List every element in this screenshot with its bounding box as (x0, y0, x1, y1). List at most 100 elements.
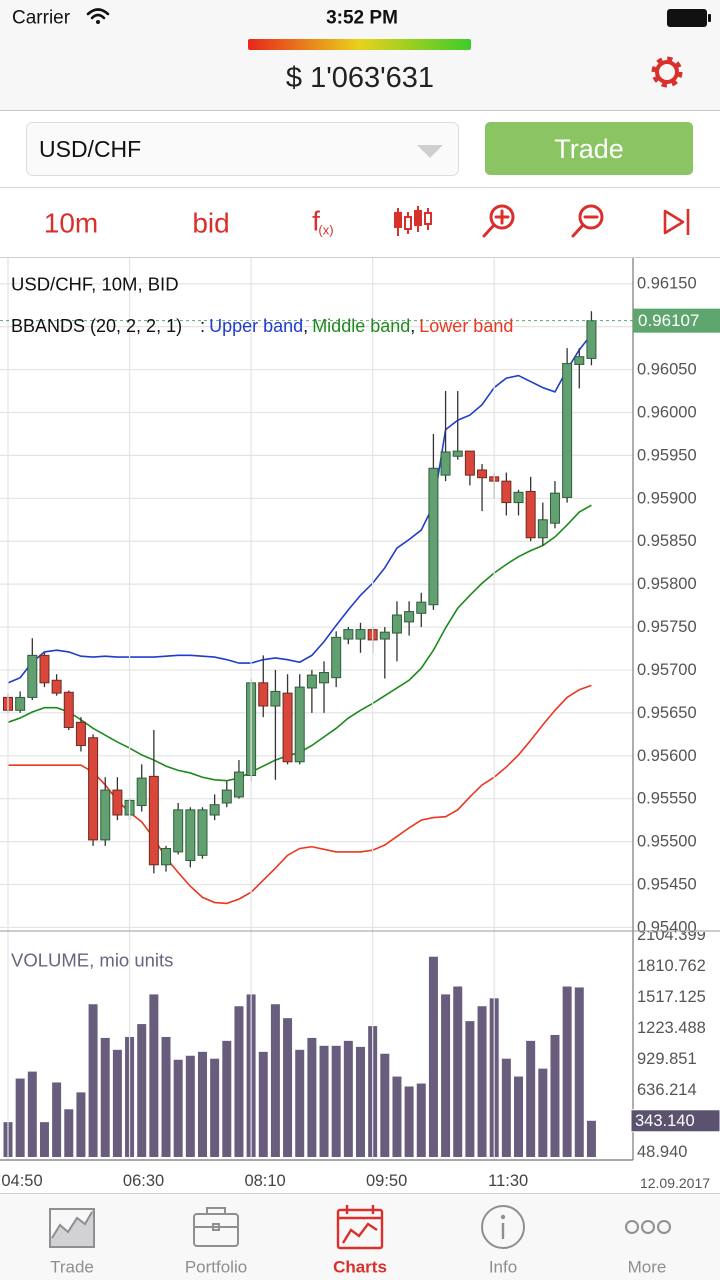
volume-bar (538, 1068, 548, 1157)
volume-bar (149, 994, 159, 1157)
volume-bar (222, 1040, 232, 1157)
x-tick-label: 11:30 (488, 1172, 528, 1190)
y-tick-label: 1223.488 (637, 1019, 706, 1037)
y-tick-label: 929.851 (637, 1050, 697, 1068)
interval-button[interactable]: 10m (44, 208, 98, 239)
tab-label: Portfolio (185, 1258, 247, 1277)
zoom-out-button[interactable] (571, 204, 604, 238)
volume-bar (52, 1082, 62, 1157)
candle-body (258, 682, 269, 707)
volume-bar (392, 1076, 402, 1157)
candle-body (161, 847, 172, 866)
volume-bar (404, 1086, 414, 1157)
trade-button[interactable]: Trade (485, 122, 693, 175)
tab-label: Info (489, 1258, 517, 1277)
wifi-icon (86, 8, 110, 24)
candle-body (63, 691, 74, 728)
volume-bar (465, 1021, 475, 1157)
candle-body (537, 519, 548, 539)
candle-body (88, 737, 99, 841)
volume-bar (477, 1006, 487, 1157)
legend: BBANDS (20, 2, 2, 1): Upper band, Middle b… (11, 316, 513, 336)
volume-bar (416, 1083, 426, 1157)
x-tick-label: 04:50 (1, 1172, 42, 1190)
x-tick-label: 06:30 (123, 1172, 164, 1190)
chart-area: 48.940 343.140 636.214 929.851 1223.488 1517.… (0, 258, 720, 1191)
volume-bar (185, 1055, 195, 1157)
volume-bar (112, 1049, 122, 1157)
candle-body (15, 696, 26, 711)
y-tick-label: 0.95400 (637, 918, 697, 936)
price-side-button[interactable]: bid (192, 208, 229, 239)
volume-bar (137, 1024, 147, 1157)
candle-body (270, 690, 281, 707)
candle-body (343, 629, 354, 640)
battery-icon (667, 9, 711, 27)
volume-bar (380, 1053, 390, 1157)
tab-item[interactable]: Info (481, 1205, 525, 1277)
candle-body (75, 721, 86, 746)
volume-bar (514, 1076, 524, 1157)
date-label: 12.09.2017 (640, 1175, 710, 1191)
y-tick-label: 0.96000 (637, 403, 697, 421)
candle-body (379, 631, 390, 640)
candle-body (464, 450, 475, 476)
tab-label: Charts (333, 1258, 387, 1277)
volume-bar (173, 1059, 183, 1157)
tab-item[interactable]: More (625, 1220, 671, 1277)
candle-body (513, 491, 524, 504)
candle-body (549, 492, 560, 524)
candle-body (574, 356, 585, 365)
candle-body (452, 450, 463, 457)
settings-button[interactable] (651, 56, 683, 88)
volume-bar (331, 1045, 341, 1157)
candle-body (27, 654, 38, 698)
volume-bar (355, 1046, 365, 1157)
candle-body (100, 789, 111, 841)
y-tick-label: 0.95550 (637, 790, 697, 808)
balance: $ 1'063'631 (286, 62, 434, 94)
candle-body (525, 490, 536, 539)
candle-body (221, 789, 232, 804)
tab-label: Trade (50, 1258, 94, 1277)
tab-label: More (628, 1258, 667, 1277)
candle-body (355, 629, 366, 640)
y-tick-label: 0.96050 (637, 361, 697, 379)
instrument-symbol: USD/CHF (39, 136, 141, 162)
volume-bar (441, 994, 451, 1157)
volume-bar (210, 1058, 220, 1157)
candle-body (136, 777, 147, 807)
chart-type-button[interactable] (394, 206, 432, 236)
margin-gauge (248, 39, 471, 50)
indicator-f: f (312, 206, 320, 237)
candle-body (233, 771, 244, 798)
y-tick-label: 0.95900 (637, 489, 697, 507)
candle-body (148, 775, 159, 866)
last-volume-box (630, 1109, 720, 1133)
tab-item[interactable]: Charts (333, 1205, 387, 1277)
candle-body (562, 363, 573, 498)
scroll-end-button[interactable] (663, 209, 690, 235)
legend-entry: Upper band (209, 316, 303, 336)
volume-bar (295, 1049, 305, 1157)
band-line (7, 333, 593, 684)
tab-item[interactable]: Trade (49, 1208, 95, 1277)
indicator-button[interactable]: f (x) (312, 206, 333, 238)
volume-bar (283, 1018, 293, 1157)
x-tick-label: 08:10 (244, 1172, 285, 1190)
tab-item[interactable]: Portfolio (185, 1207, 247, 1277)
y-tick-label: 0.95450 (637, 876, 697, 894)
volume-bar (526, 1040, 536, 1157)
candle-body (440, 451, 451, 476)
y-tick-label: 0.95600 (637, 747, 697, 765)
indicator-label: BBANDS (20, 2, 2, 1) (11, 316, 182, 336)
chart-title: USD/CHF, 10M, BID (11, 274, 179, 295)
carrier: Carrier (12, 8, 71, 29)
legend-separator: , (410, 316, 415, 336)
instrument-dropdown[interactable]: USD/CHF (26, 122, 459, 176)
volume-bar (27, 1071, 37, 1157)
zoom-in-button[interactable] (482, 204, 515, 238)
volume-bar (88, 1004, 98, 1157)
